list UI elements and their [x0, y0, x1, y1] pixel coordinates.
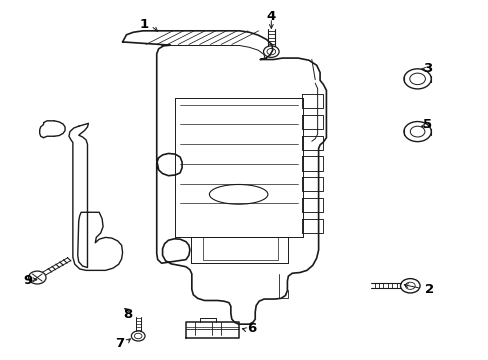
Text: 6: 6 [246, 322, 256, 335]
Text: 4: 4 [266, 10, 275, 23]
Text: 9: 9 [23, 274, 32, 287]
Text: 2: 2 [425, 283, 433, 296]
Text: 1: 1 [140, 18, 149, 31]
Text: 7: 7 [115, 337, 124, 350]
Text: 5: 5 [422, 118, 431, 131]
Text: 8: 8 [122, 308, 132, 321]
Text: 3: 3 [422, 62, 431, 75]
